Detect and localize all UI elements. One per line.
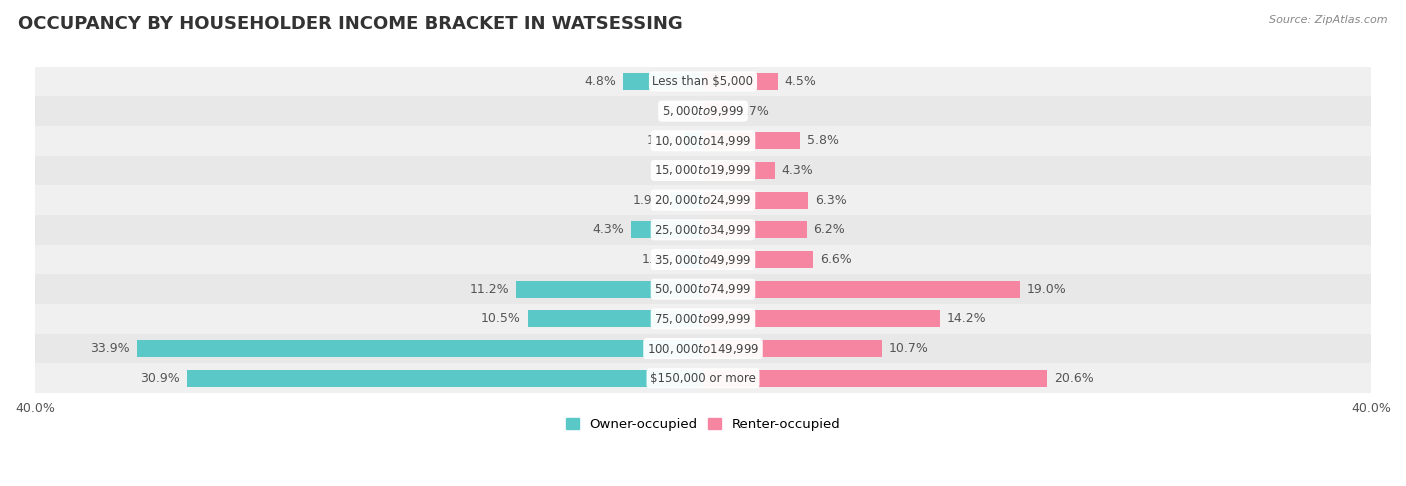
Legend: Owner-occupied, Renter-occupied: Owner-occupied, Renter-occupied [560,413,846,436]
Bar [703,132,800,149]
Text: 1.4%: 1.4% [641,253,673,266]
Text: 30.9%: 30.9% [141,372,180,385]
Text: 1.7%: 1.7% [738,104,770,118]
Text: Less than $5,000: Less than $5,000 [652,75,754,88]
Bar [703,340,882,357]
Text: 4.5%: 4.5% [785,75,817,88]
Text: 20.6%: 20.6% [1053,372,1094,385]
Bar [527,310,703,328]
Text: 4.3%: 4.3% [593,224,624,236]
Bar [703,103,731,120]
Bar [1,334,1405,364]
Bar [631,221,703,239]
Bar [1,156,1405,185]
Text: $150,000 or more: $150,000 or more [650,372,756,385]
Bar [1,244,1405,275]
Text: $20,000 to $24,999: $20,000 to $24,999 [654,193,752,207]
Bar [679,251,703,268]
Bar [1,126,1405,156]
Text: 10.7%: 10.7% [889,342,928,355]
Text: $75,000 to $99,999: $75,000 to $99,999 [654,312,752,326]
Bar [1,275,1405,304]
Bar [516,280,703,298]
Bar [703,191,808,209]
Bar [1,364,1405,393]
Text: 19.0%: 19.0% [1026,283,1067,295]
Text: 33.9%: 33.9% [90,342,131,355]
Bar [703,73,778,90]
Bar [685,132,703,149]
Text: 6.3%: 6.3% [815,193,846,207]
Text: 14.2%: 14.2% [946,312,987,325]
Bar [1,96,1405,126]
Bar [1,215,1405,244]
Text: 1.9%: 1.9% [633,193,665,207]
Text: $50,000 to $74,999: $50,000 to $74,999 [654,282,752,296]
Text: 11.2%: 11.2% [470,283,509,295]
Text: $25,000 to $34,999: $25,000 to $34,999 [654,223,752,237]
Bar [671,191,703,209]
Text: 5.8%: 5.8% [807,134,838,147]
Bar [623,73,703,90]
Text: 6.6%: 6.6% [820,253,852,266]
Text: 6.2%: 6.2% [813,224,845,236]
Text: 4.8%: 4.8% [585,75,616,88]
Bar [1,185,1405,215]
Text: $15,000 to $19,999: $15,000 to $19,999 [654,163,752,177]
Text: 0.0%: 0.0% [664,104,696,118]
Bar [703,162,775,179]
Text: 0.0%: 0.0% [664,164,696,177]
Text: $10,000 to $14,999: $10,000 to $14,999 [654,134,752,148]
Bar [1,67,1405,96]
Bar [703,251,813,268]
Text: 1.1%: 1.1% [647,134,678,147]
Bar [1,304,1405,334]
Bar [703,280,1021,298]
Text: 4.3%: 4.3% [782,164,813,177]
Text: Source: ZipAtlas.com: Source: ZipAtlas.com [1270,15,1388,25]
Bar [136,340,703,357]
Text: $5,000 to $9,999: $5,000 to $9,999 [662,104,744,118]
Bar [703,370,1047,387]
Bar [703,310,941,328]
Text: 10.5%: 10.5% [481,312,522,325]
Bar [703,221,807,239]
Bar [187,370,703,387]
Text: OCCUPANCY BY HOUSEHOLDER INCOME BRACKET IN WATSESSING: OCCUPANCY BY HOUSEHOLDER INCOME BRACKET … [18,15,683,33]
Text: $100,000 to $149,999: $100,000 to $149,999 [647,342,759,356]
Text: $35,000 to $49,999: $35,000 to $49,999 [654,253,752,266]
